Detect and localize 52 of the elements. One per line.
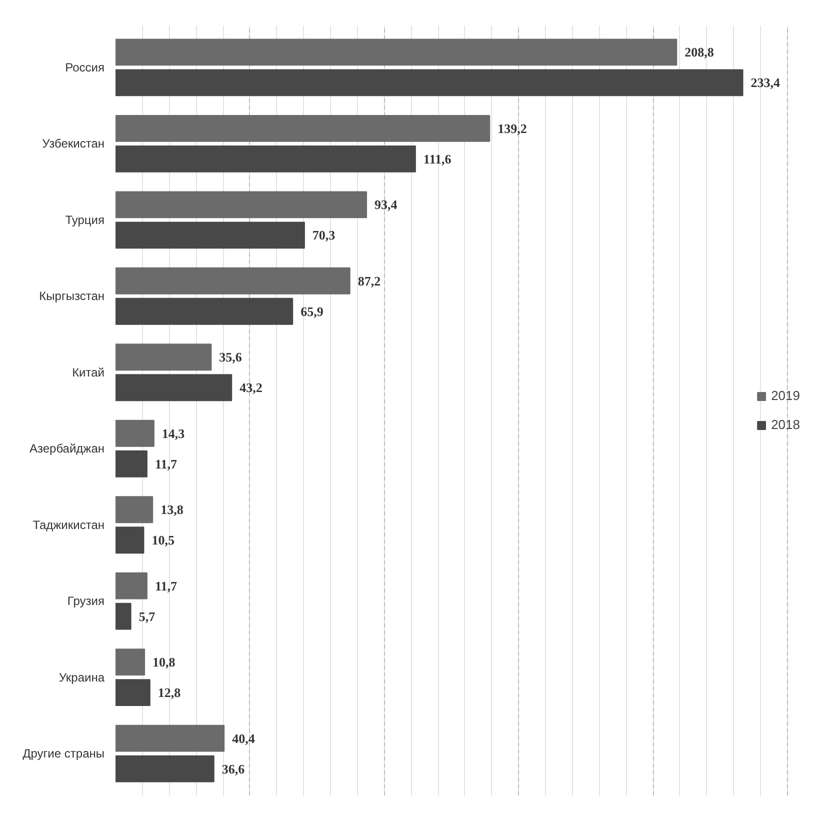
- data-label: 12,8: [158, 685, 182, 700]
- data-label: 111,6: [423, 151, 452, 166]
- data-label: 93,4: [374, 197, 398, 212]
- data-label: 87,2: [358, 273, 381, 288]
- bar: [116, 114, 490, 142]
- data-label: 10,8: [152, 654, 176, 670]
- data-label: 11,7: [154, 456, 178, 472]
- y-tick-label: Таджикистан: [32, 518, 104, 532]
- bar: [116, 679, 150, 706]
- legend-label: 2018: [771, 417, 800, 432]
- bar: [116, 222, 305, 249]
- bar: [116, 755, 214, 782]
- bar: [116, 450, 148, 478]
- data-label: 10,5: [152, 532, 175, 548]
- data-label: 14,3: [162, 426, 186, 441]
- y-tick-label: Азербайджан: [29, 442, 105, 456]
- bar: [116, 374, 232, 402]
- data-label: 139,2: [498, 120, 527, 136]
- bar: [116, 267, 350, 294]
- bar: [116, 648, 146, 676]
- data-label: 11,7: [154, 578, 178, 594]
- y-tick-label: Узбекистан: [42, 136, 104, 151]
- data-label: 233,4: [750, 75, 781, 90]
- data-label: 43,2: [240, 380, 262, 396]
- data-label: 35,6: [219, 350, 242, 365]
- bar: [116, 191, 368, 218]
- data-label: 36,6: [222, 761, 246, 776]
- bar: [116, 724, 225, 752]
- bar: [116, 602, 132, 630]
- bar: [116, 420, 154, 447]
- legend-label: 2019: [771, 388, 800, 403]
- data-label: 208,8: [684, 44, 714, 60]
- data-label: 13,8: [160, 502, 184, 518]
- bar: [116, 572, 148, 600]
- bar: [116, 496, 154, 524]
- bar: [116, 526, 144, 554]
- data-label: 65,9: [300, 304, 324, 319]
- bar: [116, 145, 416, 172]
- y-tick-label: Другие страны: [22, 746, 105, 761]
- y-tick-label: Россия: [65, 60, 105, 74]
- bar: [116, 298, 294, 325]
- data-label: 70,3: [312, 228, 336, 243]
- y-tick-label: Украина: [58, 670, 105, 684]
- bar: [116, 344, 212, 371]
- bar: [116, 38, 678, 66]
- y-tick-label: Грузия: [67, 594, 105, 608]
- bar: [116, 69, 744, 96]
- y-tick-label: Турция: [65, 212, 105, 227]
- data-label: 40,4: [232, 730, 256, 746]
- y-tick-label: Китай: [72, 365, 105, 380]
- y-tick-label: Кыргызстан: [39, 289, 105, 304]
- data-label: 5,7: [138, 608, 156, 624]
